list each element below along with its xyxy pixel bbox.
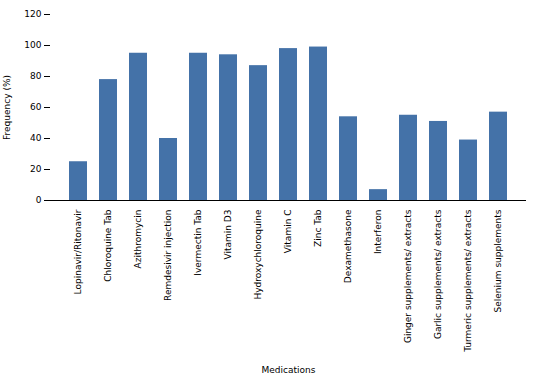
svg-text:Selenium supplements: Selenium supplements [493, 209, 503, 312]
svg-text:Ginger supplements/ extracts: Ginger supplements/ extracts [403, 209, 413, 343]
svg-text:Azithromycin: Azithromycin [133, 210, 143, 269]
svg-text:0: 0 [36, 195, 42, 205]
svg-text:Chloroquine Tab: Chloroquine Tab [103, 209, 113, 282]
svg-text:Ivermectin Tab: Ivermectin Tab [193, 209, 203, 275]
svg-text:Remdesivir injection: Remdesivir injection [163, 210, 173, 301]
svg-text:Frequency (%): Frequency (%) [2, 75, 12, 140]
svg-text:Turmeric supplements/ extracts: Turmeric supplements/ extracts [463, 209, 473, 353]
svg-text:Dexamethasone: Dexamethasone [343, 209, 353, 283]
svg-text:Vitamin D3: Vitamin D3 [223, 210, 233, 260]
svg-text:Interferon: Interferon [373, 210, 383, 255]
svg-text:40: 40 [30, 133, 42, 143]
svg-text:120: 120 [24, 9, 41, 19]
svg-text:Zinc Tab: Zinc Tab [313, 209, 323, 247]
svg-text:Vitamin C: Vitamin C [283, 210, 293, 254]
svg-text:Hydroxychloroquine: Hydroxychloroquine [253, 209, 263, 299]
svg-text:Medications: Medications [262, 365, 316, 375]
svg-text:100: 100 [24, 40, 41, 50]
svg-text:Garlic supplements/ extracts: Garlic supplements/ extracts [433, 209, 443, 339]
svg-text:60: 60 [30, 102, 42, 112]
svg-text:80: 80 [30, 71, 42, 81]
svg-text:20: 20 [30, 164, 42, 174]
svg-text:Lopinavir/Ritonavir: Lopinavir/Ritonavir [73, 209, 83, 294]
